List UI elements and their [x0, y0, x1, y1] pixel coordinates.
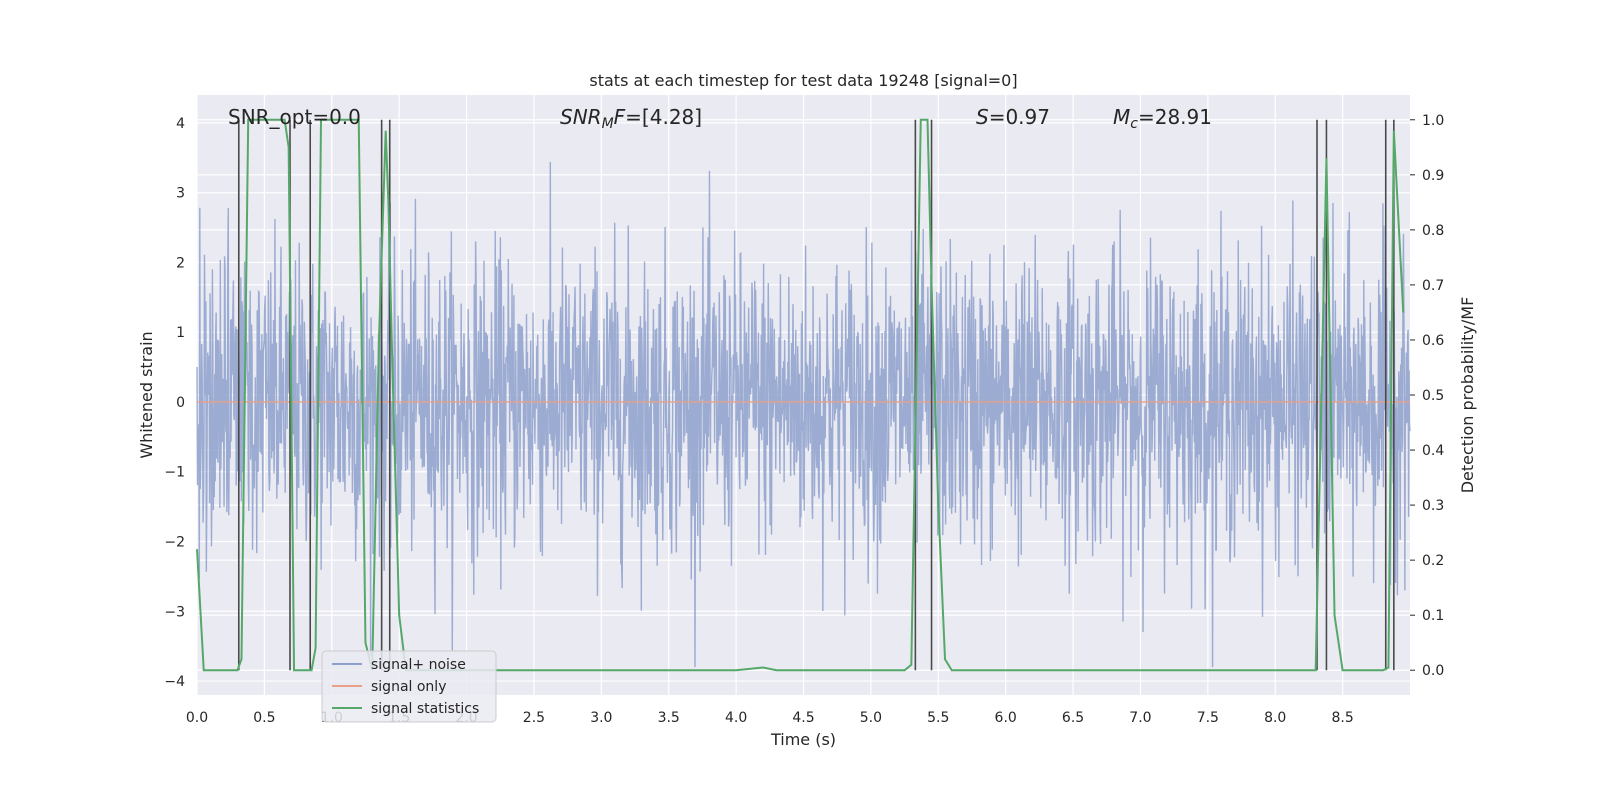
chart-title: stats at each timestep for test data 192…	[589, 71, 1017, 90]
y-tick-label-left: −4	[164, 674, 185, 690]
y-tick-label-right: 0.7	[1422, 278, 1444, 294]
x-tick-label: 4.0	[725, 710, 747, 726]
annotation-mc: Mc=28.91	[1113, 105, 1212, 132]
x-tick-label: 3.0	[590, 710, 612, 726]
x-tick-label: 8.5	[1331, 710, 1353, 726]
y-tick-label-left: 1	[176, 325, 185, 341]
x-tick-label: 7.0	[1129, 710, 1151, 726]
y-tick-label-left: −2	[164, 535, 185, 551]
x-tick-label: 0.0	[186, 710, 208, 726]
detection-markers	[237, 119, 1395, 671]
y-tick-label-left: 4	[176, 116, 185, 132]
y-tick-label-right: 1.0	[1422, 113, 1444, 129]
x-tick-label: 8.0	[1264, 710, 1286, 726]
y-tick-label-left: −1	[164, 465, 185, 481]
x-tick-label: 0.5	[253, 710, 275, 726]
y-tick-label-right: 0.9	[1422, 168, 1444, 184]
y-tick-label-right: 0.3	[1422, 498, 1444, 514]
y-tick-label-left: −3	[164, 604, 185, 620]
x-tick-label: 2.5	[523, 710, 545, 726]
x-tick-label: 5.5	[927, 710, 949, 726]
y-axis-label-right: Detection probability/MF	[1458, 297, 1477, 494]
x-tick-label: 4.5	[792, 710, 814, 726]
annotation-snr-mf: SNRMF=[4.28]	[560, 105, 702, 132]
x-axis-label: Time (s)	[770, 730, 836, 749]
annotation-s: S=0.97	[976, 105, 1050, 129]
y-axis-label-left: Whitened strain	[137, 331, 156, 458]
legend-label: signal+ noise	[371, 657, 466, 673]
legend-label: signal only	[371, 679, 446, 695]
y-tick-label-right: 0.8	[1422, 223, 1444, 239]
y-tick-label-left: 2	[176, 255, 185, 271]
annotation-snr-opt: SNR_opt=0.0	[228, 105, 361, 129]
noise-line	[196, 162, 1411, 668]
y-tick-label-right: 0.5	[1422, 388, 1444, 404]
y-tick-label-right: 0.6	[1422, 333, 1444, 349]
legend-label: signal statistics	[371, 701, 479, 717]
y-tick-label-right: 0.1	[1422, 608, 1444, 624]
x-tick-label: 3.5	[658, 710, 680, 726]
legend-box	[321, 650, 497, 723]
y-tick-label-right: 0.2	[1422, 553, 1444, 569]
y-tick-label-right: 0.0	[1422, 663, 1444, 679]
annotations: SNR_opt=0.0 SNRMF=[4.28] S=0.97 Mc=28.91	[228, 105, 1212, 132]
y-tick-label-right: 0.4	[1422, 443, 1444, 459]
x-tick-label: 5.0	[860, 710, 882, 726]
x-tick-label: 6.5	[1062, 710, 1084, 726]
x-tick-label: 7.5	[1197, 710, 1219, 726]
series-signal-noise	[196, 162, 1411, 668]
x-tick-label: 6.0	[995, 710, 1017, 726]
y-tick-label-left: 0	[176, 395, 185, 411]
legend: signal+ noise signal only signal statistic…	[321, 650, 497, 723]
y-tick-label-left: 3	[176, 186, 185, 202]
